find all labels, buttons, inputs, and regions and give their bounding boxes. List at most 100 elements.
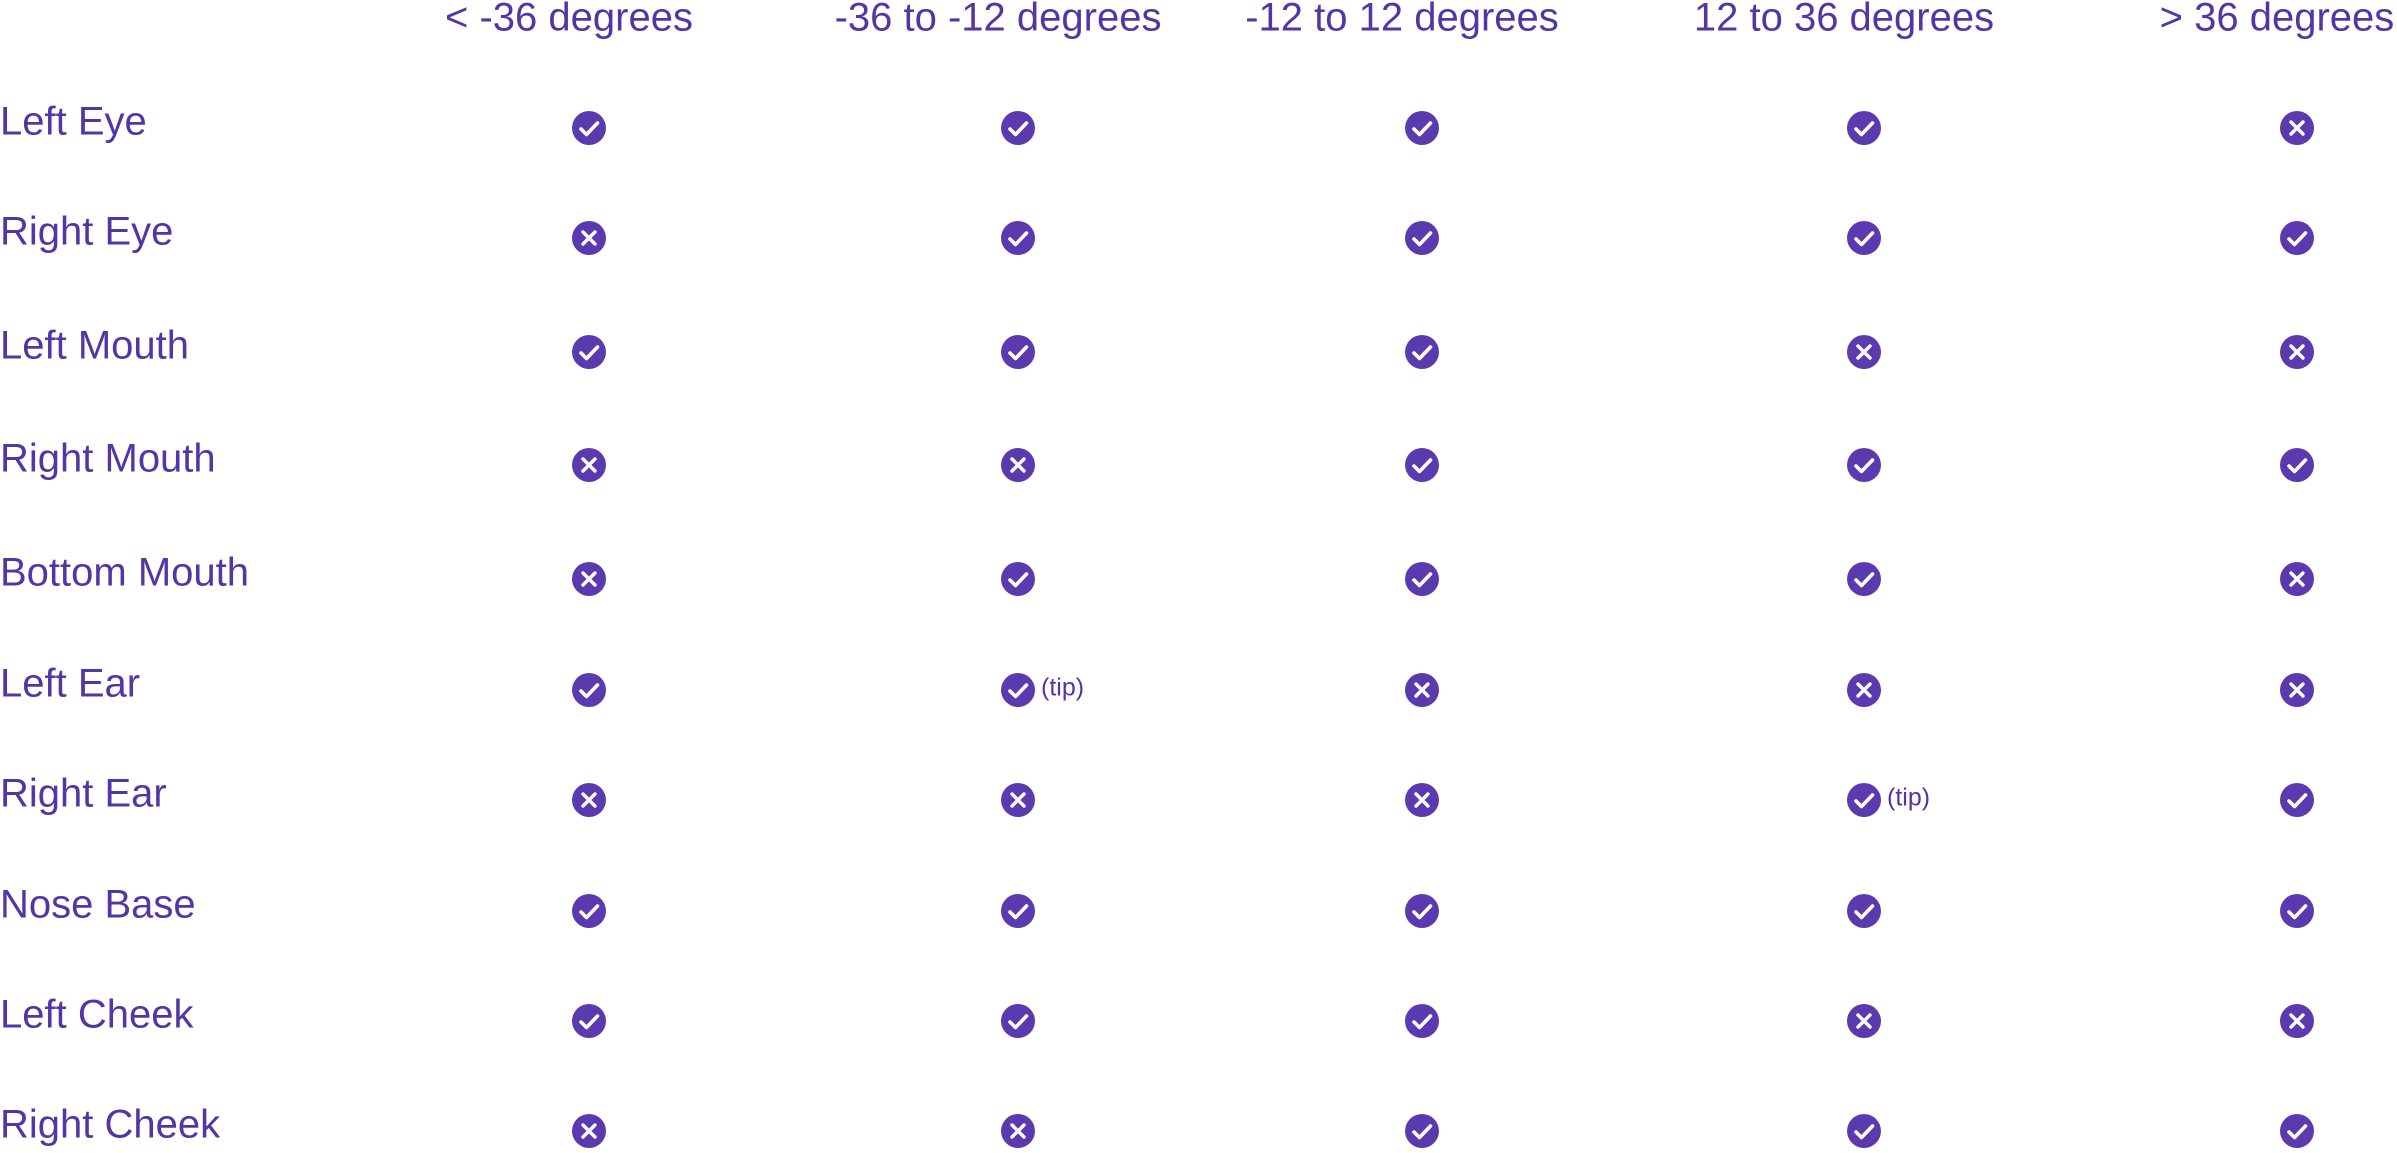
row-label: Left Ear <box>0 662 140 706</box>
cross-stroke <box>1856 682 1872 698</box>
icon-circle <box>1847 894 1881 928</box>
check-stroke <box>1412 231 1433 247</box>
icon-circle <box>2280 1114 2314 1148</box>
check-stroke <box>2287 904 2308 920</box>
column-header: -12 to 12 degrees <box>1245 0 1559 40</box>
check-stroke <box>1854 1124 1875 1140</box>
cross-icon <box>572 221 606 255</box>
cross-stroke <box>1010 792 1026 808</box>
icon-circle <box>1001 673 1035 707</box>
row-label: Bottom Mouth <box>0 551 249 595</box>
icon-circle <box>1847 111 1881 145</box>
check-icon <box>1405 335 1439 369</box>
check-icon <box>572 111 606 145</box>
icon-circle <box>1405 1114 1439 1148</box>
row-label: Right Mouth <box>0 437 216 481</box>
check-icon <box>1001 1004 1035 1038</box>
check-stroke <box>2287 1124 2308 1140</box>
check-stroke <box>579 345 600 361</box>
icon-circle <box>1405 562 1439 596</box>
check-icon <box>1847 221 1881 255</box>
row-label: Right Eye <box>0 210 173 254</box>
check-stroke <box>1008 231 1029 247</box>
check-icon <box>2280 894 2314 928</box>
check-icon <box>2280 221 2314 255</box>
icon-circle <box>572 673 606 707</box>
column-header: 12 to 36 degrees <box>1694 0 1994 40</box>
check-icon <box>1001 673 1035 707</box>
cross-icon <box>2280 335 2314 369</box>
cross-icon <box>1001 448 1035 482</box>
row-label: Left Cheek <box>0 993 194 1037</box>
check-icon <box>1847 562 1881 596</box>
check-icon <box>1847 894 1881 928</box>
icon-circle <box>1001 335 1035 369</box>
check-stroke <box>1854 904 1875 920</box>
check-stroke <box>1854 121 1875 137</box>
check-icon <box>1847 111 1881 145</box>
icon-circle <box>1847 783 1881 817</box>
cell-note: (tip) <box>1887 784 1930 812</box>
column-header: -36 to -12 degrees <box>835 0 1162 40</box>
check-stroke <box>1412 345 1433 361</box>
check-stroke <box>1412 904 1433 920</box>
cross-icon <box>1001 1114 1035 1148</box>
check-stroke <box>2287 231 2308 247</box>
cross-stroke <box>581 230 597 246</box>
check-stroke <box>579 683 600 699</box>
check-icon <box>1001 335 1035 369</box>
cell-note: (tip) <box>1041 674 1084 702</box>
cross-stroke <box>1414 792 1430 808</box>
check-stroke <box>1412 1124 1433 1140</box>
check-stroke <box>1854 231 1875 247</box>
check-stroke <box>2287 793 2308 809</box>
cross-icon <box>572 448 606 482</box>
check-stroke <box>1412 572 1433 588</box>
icon-circle <box>1001 894 1035 928</box>
cross-icon <box>1847 1004 1881 1038</box>
column-header: < -36 degrees <box>445 0 693 40</box>
icon-circle <box>1001 221 1035 255</box>
cross-stroke <box>2289 120 2305 136</box>
check-icon <box>572 335 606 369</box>
check-icon <box>1405 894 1439 928</box>
cross-stroke <box>581 1123 597 1139</box>
row-label: Right Cheek <box>0 1103 221 1147</box>
cross-stroke <box>1010 457 1026 473</box>
check-stroke <box>1854 572 1875 588</box>
icon-circle <box>2280 783 2314 817</box>
check-stroke <box>579 1014 600 1030</box>
cross-stroke <box>2289 344 2305 360</box>
check-icon <box>1001 562 1035 596</box>
cross-icon <box>1847 335 1881 369</box>
cross-icon <box>2280 1004 2314 1038</box>
cross-stroke <box>581 571 597 587</box>
icon-circle <box>1847 448 1881 482</box>
check-icon <box>1405 448 1439 482</box>
check-icon <box>2280 783 2314 817</box>
cross-icon <box>572 562 606 596</box>
check-icon <box>1847 1114 1881 1148</box>
cross-stroke <box>581 792 597 808</box>
check-stroke <box>1008 683 1029 699</box>
check-stroke <box>1412 458 1433 474</box>
check-stroke <box>1412 121 1433 137</box>
check-icon <box>1847 448 1881 482</box>
check-stroke <box>1854 458 1875 474</box>
icon-circle <box>1001 562 1035 596</box>
icon-circle <box>1847 562 1881 596</box>
check-icon <box>2280 1114 2314 1148</box>
icon-circle <box>1847 221 1881 255</box>
cross-icon <box>2280 562 2314 596</box>
cross-icon <box>572 783 606 817</box>
icon-circle <box>1405 448 1439 482</box>
check-icon <box>1847 783 1881 817</box>
cross-stroke <box>2289 1013 2305 1029</box>
check-icon <box>1405 221 1439 255</box>
row-label: Left Eye <box>0 100 147 144</box>
cross-stroke <box>1414 682 1430 698</box>
icon-circle <box>1001 1004 1035 1038</box>
cross-icon <box>1405 783 1439 817</box>
check-icon <box>1405 562 1439 596</box>
check-stroke <box>1008 572 1029 588</box>
